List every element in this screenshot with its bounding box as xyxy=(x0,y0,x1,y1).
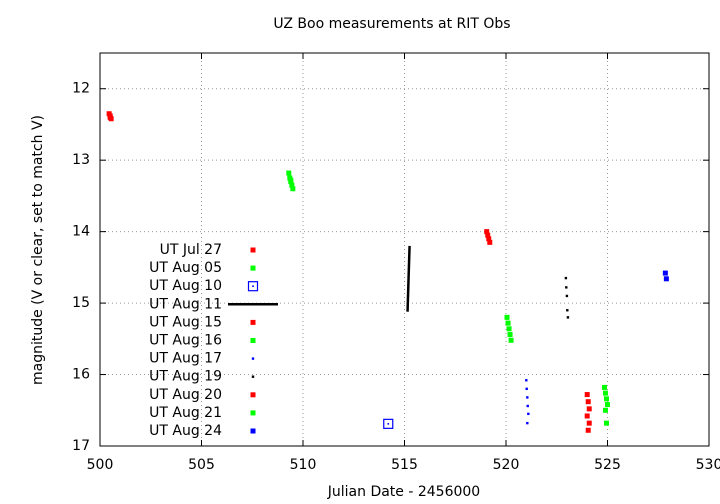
data-point xyxy=(602,390,608,396)
data-point xyxy=(505,320,511,326)
y-tick-label: 15 xyxy=(72,295,90,311)
data-point xyxy=(290,186,296,192)
legend-swatch xyxy=(250,338,256,343)
data-point xyxy=(605,402,610,408)
data-point xyxy=(603,396,609,402)
data-point xyxy=(584,413,590,419)
data-point xyxy=(663,276,669,282)
legend-label: UT Aug 10 xyxy=(149,278,222,294)
legend-label: UT Aug 15 xyxy=(149,314,222,330)
legend-label: UT Aug 19 xyxy=(149,369,222,385)
data-point xyxy=(527,412,530,416)
point-center xyxy=(387,423,390,425)
data-point xyxy=(565,294,569,298)
x-tick-label: 520 xyxy=(493,457,520,473)
chart-title: UZ Boo measurements at RIT Obs xyxy=(273,16,510,32)
y-axis-label: magnitude (V or clear, set to match V) xyxy=(30,115,46,385)
data-point xyxy=(525,379,528,382)
legend-label: UT Aug 17 xyxy=(149,351,222,367)
data-line xyxy=(406,245,411,312)
legend-swatch xyxy=(250,410,256,416)
legend-swatch xyxy=(250,265,256,271)
y-tick-label: 16 xyxy=(72,367,90,383)
data-point xyxy=(566,316,570,319)
x-tick-label: 500 xyxy=(87,457,114,473)
x-tick-label: 515 xyxy=(391,457,418,473)
data-point xyxy=(486,236,492,242)
y-tick-label: 14 xyxy=(72,224,90,240)
legend-swatch xyxy=(252,285,254,287)
legend-swatch xyxy=(247,281,259,292)
legend-label: UT Aug 21 xyxy=(149,405,222,421)
data-point xyxy=(565,286,568,289)
legend-swatch xyxy=(250,247,256,253)
x-tick-label: 510 xyxy=(290,457,317,473)
legend-label: UT Jul 27 xyxy=(160,242,222,258)
data-point xyxy=(601,384,607,390)
data-point xyxy=(525,387,528,391)
legend-label: UT Aug 24 xyxy=(149,423,222,439)
data-point xyxy=(586,420,592,426)
data-point xyxy=(662,270,668,276)
legend-swatch xyxy=(250,428,256,434)
data-point xyxy=(585,427,591,433)
data-point xyxy=(506,326,512,332)
data-point xyxy=(566,309,569,312)
data-point xyxy=(564,276,568,280)
data-point xyxy=(508,337,514,343)
x-tick-label: 505 xyxy=(188,457,215,473)
data-point xyxy=(487,239,493,245)
data-point xyxy=(602,407,608,413)
data-point xyxy=(289,182,295,188)
legend-label: UT Aug 20 xyxy=(149,387,222,403)
legend-label: UT Aug 05 xyxy=(149,260,222,276)
data-point xyxy=(288,177,294,183)
y-tick-label: 17 xyxy=(72,438,90,454)
legend-swatch xyxy=(251,375,255,378)
data-point xyxy=(383,418,394,429)
data-point xyxy=(485,232,491,238)
data-point xyxy=(584,392,590,398)
data-point xyxy=(603,420,609,426)
data-point xyxy=(526,396,529,399)
plot-frame xyxy=(99,52,710,447)
data-point xyxy=(484,229,490,235)
data-point xyxy=(286,170,292,176)
x-tick-label: 530 xyxy=(696,457,720,473)
x-axis-label: Julian Date - 2456000 xyxy=(327,484,480,500)
legend-swatch xyxy=(251,357,255,360)
data-point xyxy=(526,404,529,408)
data-point xyxy=(585,399,591,405)
y-tick-label: 12 xyxy=(72,81,90,97)
data-point xyxy=(504,314,510,320)
data-point xyxy=(507,332,513,338)
legend-swatch xyxy=(250,392,256,398)
x-tick-label: 525 xyxy=(594,457,621,473)
data-point xyxy=(526,421,529,425)
data-point xyxy=(108,116,114,122)
legend-label: UT Aug 16 xyxy=(149,333,222,349)
legend-swatch xyxy=(250,319,256,325)
legend-label: UT Aug 11 xyxy=(149,296,222,312)
data-point xyxy=(586,406,592,412)
y-tick-label: 13 xyxy=(72,152,90,168)
